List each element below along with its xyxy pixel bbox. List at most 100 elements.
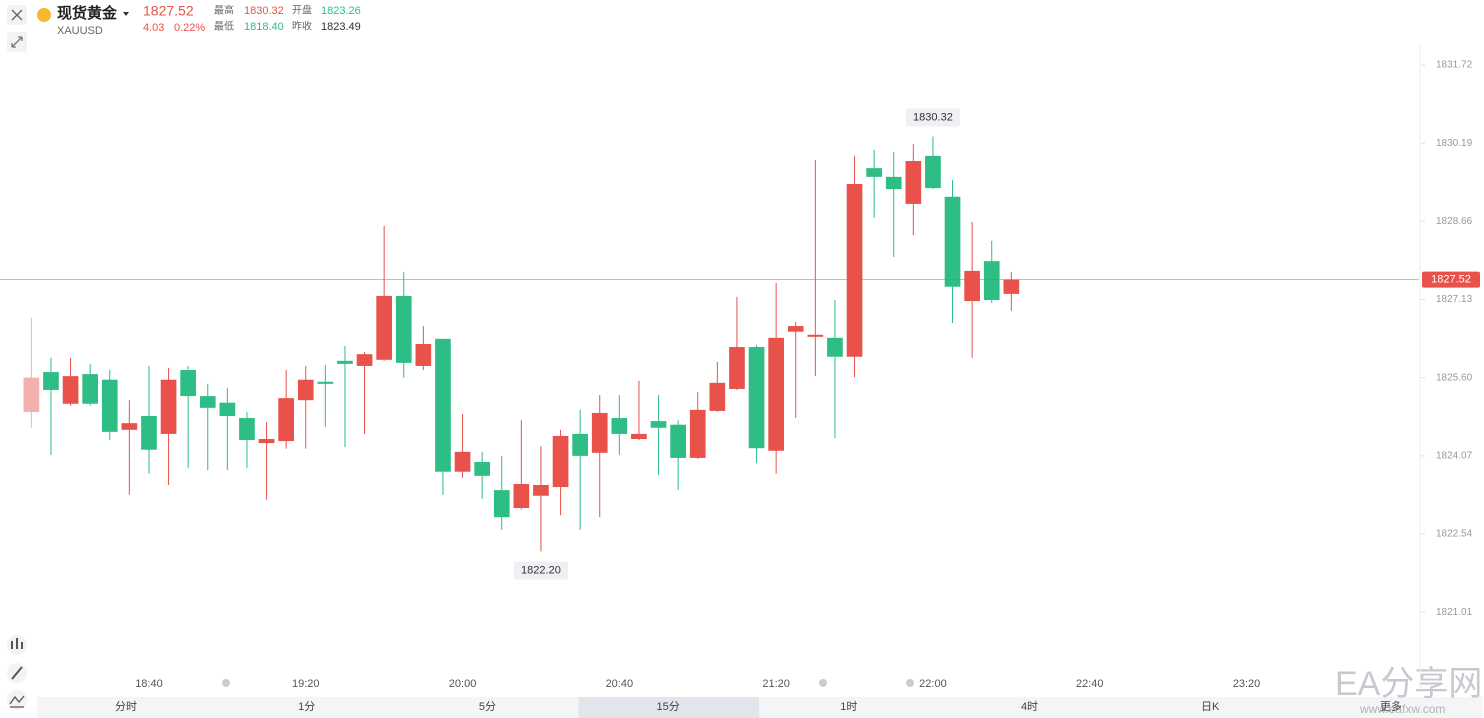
annotation-box bbox=[513, 561, 568, 580]
x-tick-label: 20:40 bbox=[606, 678, 634, 690]
candle-body bbox=[141, 416, 157, 450]
watermark: EA分享网 bbox=[1335, 665, 1482, 703]
candle bbox=[670, 420, 686, 491]
tab[interactable]: 4时 bbox=[1021, 700, 1038, 713]
candle-body bbox=[258, 439, 275, 444]
x-tick-label: 18:40 bbox=[135, 678, 163, 690]
candle-body bbox=[513, 483, 530, 509]
symbol-code: XAUUSD bbox=[57, 25, 103, 37]
candle bbox=[278, 370, 294, 449]
stat-value: 1823.49 bbox=[321, 21, 361, 33]
candle-body bbox=[866, 168, 882, 177]
y-tick-label: 1831.72 bbox=[1436, 60, 1473, 71]
candle bbox=[513, 420, 530, 510]
candle bbox=[729, 296, 745, 390]
candle-body bbox=[846, 184, 863, 357]
candle-body bbox=[768, 337, 784, 451]
candle bbox=[297, 365, 314, 449]
candle-body bbox=[43, 372, 59, 390]
candle-body bbox=[1003, 279, 1020, 294]
candle bbox=[180, 365, 196, 469]
candle-body bbox=[729, 347, 745, 389]
candle bbox=[983, 240, 1000, 304]
candle-body bbox=[572, 433, 588, 456]
annotation-box bbox=[905, 108, 960, 127]
candle-body bbox=[689, 409, 706, 458]
candle-body bbox=[297, 379, 314, 401]
candle-body bbox=[317, 381, 334, 384]
candle bbox=[82, 363, 98, 406]
candle-body bbox=[101, 379, 118, 432]
candle bbox=[591, 395, 608, 518]
candle-body bbox=[591, 412, 608, 453]
candle bbox=[376, 225, 392, 361]
candle bbox=[846, 155, 863, 378]
candle-body bbox=[356, 354, 373, 366]
tab[interactable]: 5分 bbox=[479, 700, 496, 713]
last-price-label: 1827.52 bbox=[1431, 273, 1471, 285]
annotation-label: 1830.32 bbox=[913, 111, 953, 123]
candle bbox=[454, 413, 471, 478]
candle bbox=[258, 422, 275, 500]
candle-body bbox=[337, 360, 353, 364]
tab[interactable]: 15分 bbox=[656, 700, 679, 713]
candle bbox=[1003, 271, 1020, 311]
candle-body bbox=[885, 176, 902, 190]
candle bbox=[748, 344, 765, 464]
change: 4.03 bbox=[143, 22, 164, 34]
candle-body bbox=[964, 270, 980, 302]
toolbar bbox=[7, 5, 27, 710]
tab-active bbox=[578, 697, 760, 718]
candle bbox=[768, 283, 784, 474]
tab[interactable]: 更多 bbox=[1380, 699, 1402, 713]
tab[interactable]: 1分 bbox=[298, 700, 315, 713]
candle-body bbox=[199, 396, 216, 408]
candle bbox=[827, 300, 843, 438]
stat-value: 1830.32 bbox=[244, 5, 284, 17]
candle bbox=[709, 361, 726, 412]
candle-body bbox=[493, 490, 510, 518]
candle bbox=[572, 409, 588, 530]
candle-body bbox=[533, 485, 549, 496]
line-icon bbox=[9, 695, 25, 708]
tab[interactable]: 日K bbox=[1201, 701, 1220, 713]
candle bbox=[43, 357, 59, 455]
candle-body bbox=[944, 196, 961, 287]
close-icon bbox=[11, 9, 23, 21]
tab[interactable]: 1时 bbox=[840, 700, 857, 713]
candle-body bbox=[23, 377, 40, 412]
candle-body bbox=[552, 435, 569, 488]
candle bbox=[866, 149, 882, 218]
candle bbox=[62, 357, 79, 406]
candle bbox=[415, 326, 432, 371]
watermark-url: www.eafxw.com bbox=[1359, 702, 1445, 716]
symbol-title[interactable]: 现货黄金 bbox=[57, 4, 118, 22]
stat-value: 1823.26 bbox=[321, 5, 361, 17]
candle-body bbox=[454, 451, 471, 472]
candle bbox=[807, 159, 824, 377]
draw-icon bbox=[11, 666, 23, 680]
candle bbox=[101, 370, 118, 441]
axis-dot bbox=[906, 679, 914, 687]
indicator-icon bbox=[11, 638, 23, 649]
dropdown-arrow[interactable] bbox=[123, 12, 129, 16]
x-tick-label: 23:20 bbox=[1233, 678, 1261, 690]
candle-body bbox=[278, 398, 294, 442]
candle bbox=[239, 411, 255, 469]
last-price-tag bbox=[1422, 271, 1480, 288]
y-tick-label: 1828.66 bbox=[1436, 216, 1473, 227]
candle-body bbox=[395, 295, 412, 363]
change-pct: 0.22% bbox=[174, 22, 205, 34]
stat-value: 1818.40 bbox=[244, 21, 284, 33]
candle-body bbox=[435, 338, 451, 472]
candle bbox=[493, 455, 510, 530]
candle-body bbox=[748, 347, 765, 449]
y-tick-label: 1824.07 bbox=[1436, 451, 1473, 462]
y-tick-label: 1827.13 bbox=[1436, 294, 1473, 305]
candle-body bbox=[160, 379, 177, 434]
x-tick-label: 22:40 bbox=[1076, 678, 1104, 690]
candle bbox=[905, 144, 922, 236]
candle-body bbox=[62, 376, 79, 404]
tab[interactable]: 分时 bbox=[115, 700, 137, 713]
